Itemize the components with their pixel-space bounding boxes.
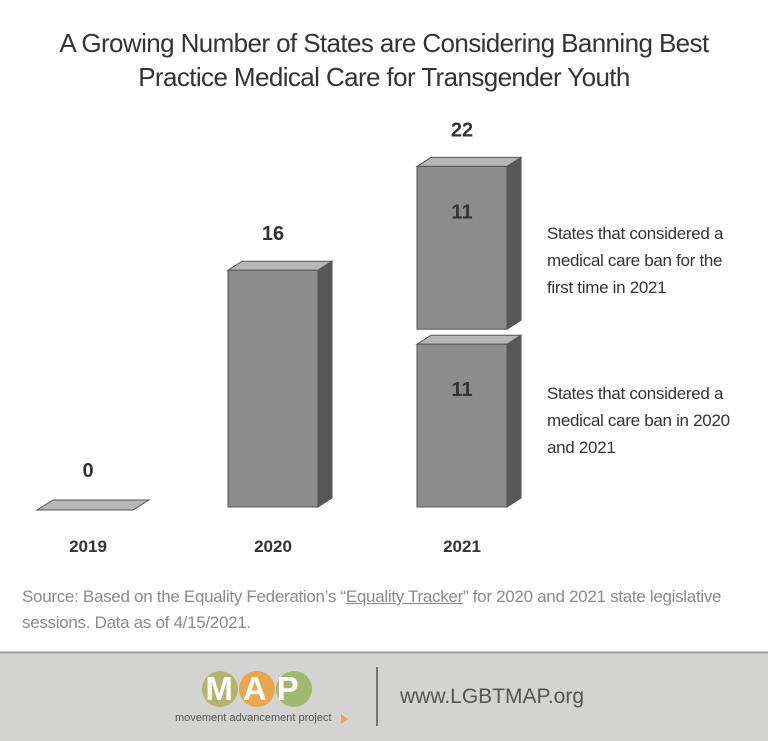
bar-side — [506, 156, 522, 331]
source-link[interactable]: Equality Tracker — [345, 587, 463, 606]
chart-title: A Growing Number of States are Consideri… — [59, 28, 709, 92]
source-text: ” for 2020 and 2021 state legislative se… — [22, 587, 722, 632]
logo-circle — [239, 671, 275, 707]
total-label: 0 — [82, 460, 93, 482]
bar — [416, 165, 508, 330]
logo-circle — [202, 671, 238, 707]
bar — [227, 269, 319, 508]
segment-label: 11 — [451, 379, 472, 401]
url: www.LGBTMAP.org — [399, 685, 584, 708]
logo-arrow — [341, 714, 348, 724]
x-tick-label: 2020 — [254, 537, 292, 556]
bar-top — [226, 260, 334, 271]
legend-entry: States that considered a medical care ba… — [547, 224, 724, 297]
bar-top — [415, 156, 523, 167]
source-note: Source: Based on the Equality Federation… — [22, 584, 757, 636]
legend-entry: States that considered a medical care ba… — [547, 384, 730, 457]
source-text: Source: Based on the Equality Federation… — [22, 587, 346, 606]
total-label: 22 — [451, 119, 473, 141]
bar-side — [317, 260, 333, 508]
logo-name: movement advancement project — [175, 712, 332, 724]
x-tick-label: 2021 — [443, 537, 481, 556]
bar — [416, 343, 508, 508]
x-tick-label: 2019 — [69, 537, 107, 556]
total-label: 16 — [262, 223, 284, 245]
bar — [35, 499, 151, 511]
segment-label: 11 — [451, 201, 472, 223]
bar-top — [415, 334, 523, 345]
logo-circle — [276, 671, 312, 707]
footer-band — [0, 652, 768, 741]
bar-side — [506, 334, 522, 508]
logo-mark: MAP — [205, 670, 308, 707]
